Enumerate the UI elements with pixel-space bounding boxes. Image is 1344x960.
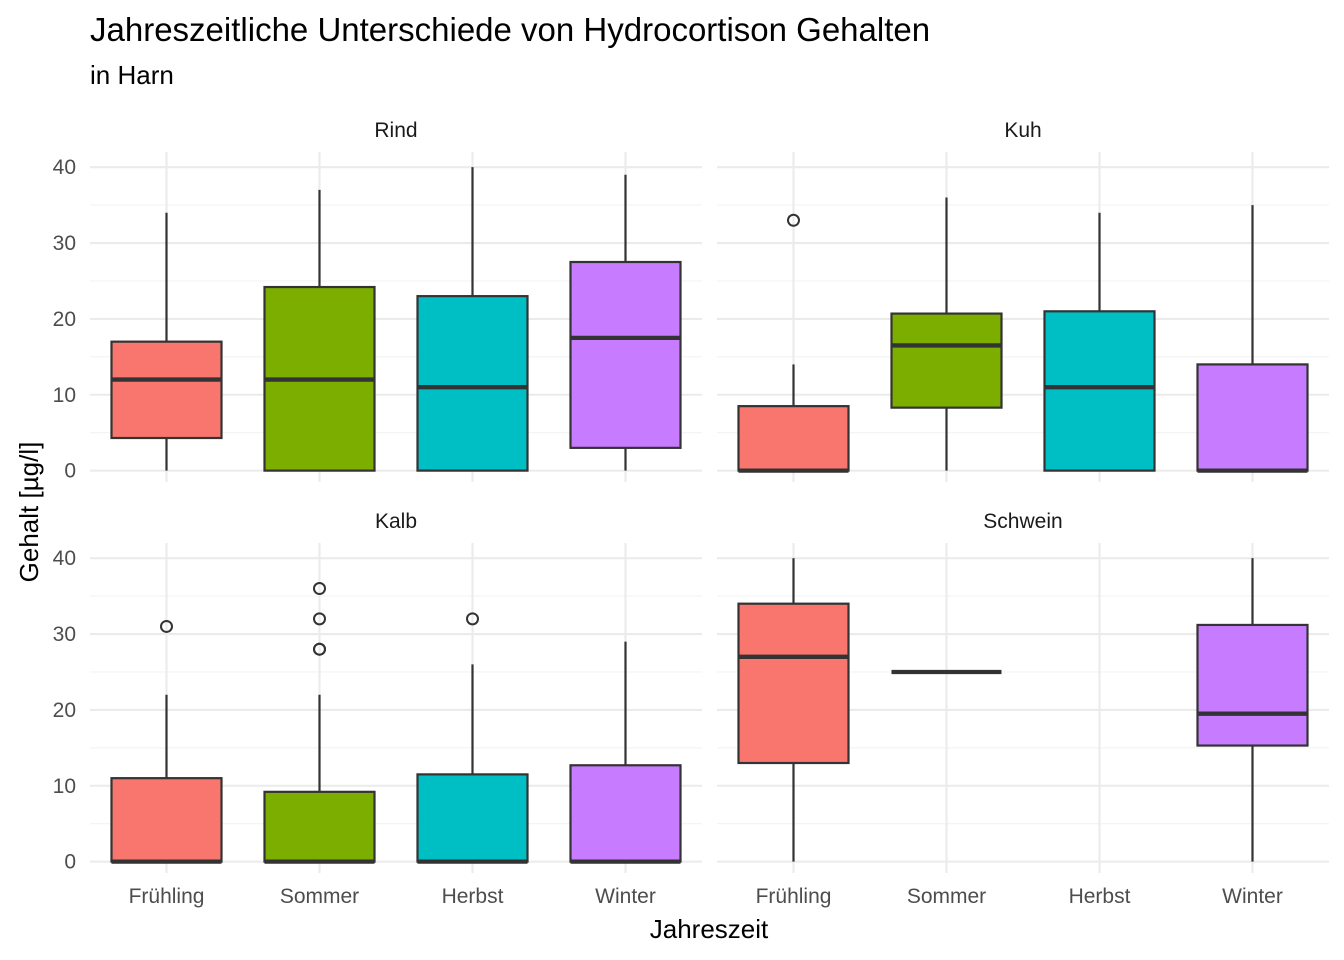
box-kuh-herbst — [1043, 212, 1156, 472]
box-body — [416, 773, 529, 863]
x-tick-label: Frühling — [129, 885, 205, 908]
box-body — [110, 777, 223, 863]
box-kalb-fruehling — [110, 619, 223, 864]
y-tick-label: 40 — [53, 156, 76, 179]
y-tick-label: 30 — [53, 232, 76, 255]
panel-rind: Rind 0 10 20 30 40 — [53, 119, 702, 483]
y-tick-label: 30 — [53, 623, 76, 646]
panel-kalb: Kalb 0 10 20 30 40 Frühling Sommer Herbst Winter — [53, 510, 702, 908]
y-tick-label: 0 — [64, 460, 76, 483]
box-rind-sommer — [263, 189, 376, 472]
x-tick-label: Winter — [1222, 885, 1283, 908]
box-body — [737, 405, 850, 472]
box-kalb-winter — [569, 641, 682, 864]
chart-title: Jahreszeitliche Unterschiede von Hydroco… — [90, 11, 930, 48]
box-body — [569, 260, 682, 449]
x-tick-label: Herbst — [1069, 885, 1131, 908]
outlier-point — [160, 619, 173, 633]
box-body — [1196, 623, 1309, 747]
x-tick-label: Herbst — [442, 885, 504, 908]
box-body — [737, 602, 850, 765]
outlier-point — [313, 642, 326, 656]
y-tick-label: 10 — [53, 384, 76, 407]
outlier-point — [787, 213, 800, 227]
panel-schwein: Schwein Frühling Sommer Herbst Winter — [717, 510, 1329, 908]
box-body — [1043, 310, 1156, 472]
outlier-point — [313, 582, 326, 596]
box-kalb-sommer — [263, 582, 376, 864]
y-tick-label: 40 — [53, 547, 76, 570]
x-tick-label: Frühling — [756, 885, 832, 908]
box-schwein-fruehling — [737, 558, 850, 862]
box-body — [110, 340, 223, 440]
x-tick-label: Sommer — [907, 885, 986, 908]
box-body — [263, 790, 376, 863]
box-kuh-winter — [1196, 205, 1309, 473]
y-axis-title: Gehalt [µg/l] — [14, 442, 44, 583]
y-tick-label: 20 — [53, 308, 76, 331]
panel-label-kuh: Kuh — [1004, 119, 1041, 142]
panel-kuh: Kuh — [717, 119, 1329, 482]
box-body — [416, 295, 529, 472]
x-tick-label: Winter — [595, 885, 656, 908]
y-tick-label: 10 — [53, 775, 76, 798]
chart-subtitle: in Harn — [90, 60, 174, 90]
outlier-point — [313, 612, 326, 626]
outlier-point — [466, 612, 479, 626]
panel-label-rind: Rind — [374, 119, 417, 142]
y-tick-label: 0 — [64, 851, 76, 874]
box-kalb-herbst — [416, 612, 529, 864]
y-tick-label: 20 — [53, 699, 76, 722]
box-rind-winter — [569, 174, 682, 471]
box-rind-herbst — [416, 167, 529, 472]
box-kuh-fruehling — [737, 213, 850, 473]
panel-label-kalb: Kalb — [375, 510, 417, 533]
x-tick-label: Sommer — [280, 885, 359, 908]
panels: Rind 0 10 20 30 40 Kuh Kalb 0 10 20 30 40 Frühling Som… — [53, 119, 1329, 908]
box-body — [1196, 363, 1309, 472]
panel-label-schwein: Schwein — [983, 510, 1062, 533]
box-rind-fruehling — [110, 212, 223, 471]
x-axis-title: Jahreszeit — [650, 914, 769, 944]
box-kuh-sommer — [890, 197, 1003, 471]
box-body — [569, 764, 682, 863]
box-schwein-winter — [1196, 558, 1309, 862]
box-body — [890, 312, 1003, 409]
